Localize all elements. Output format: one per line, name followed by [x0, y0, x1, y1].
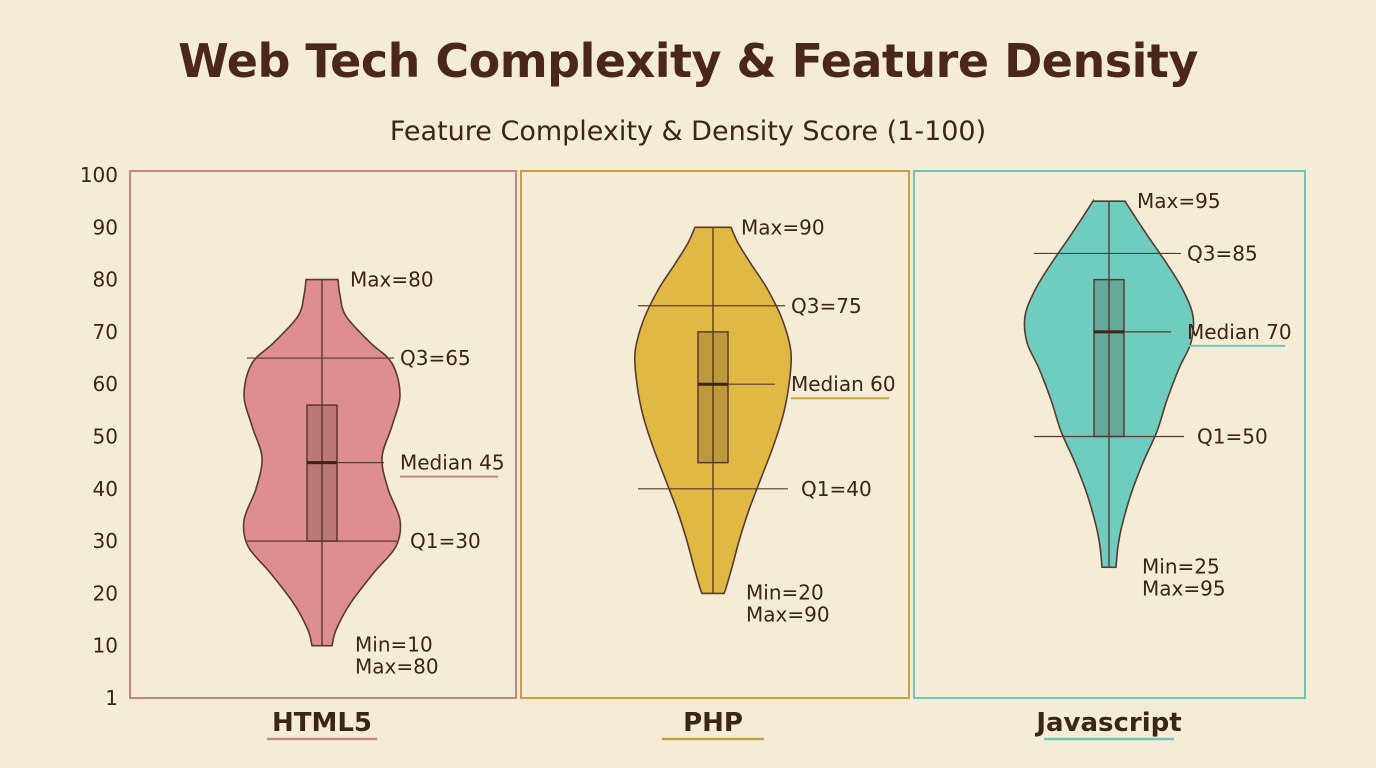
y-tick-label: 90 [93, 215, 118, 239]
q3-label: Q3=65 [400, 346, 471, 370]
y-tick-label: 1 [105, 686, 118, 710]
category-label: Javascript [1034, 708, 1181, 738]
category-label: HTML5 [272, 708, 372, 738]
y-tick-label: 40 [93, 477, 118, 501]
max-label: Max=95 [1137, 189, 1221, 213]
median-label: Median 60 [791, 372, 896, 396]
y-tick-label: 70 [93, 320, 118, 344]
y-tick-label: 60 [93, 372, 118, 396]
q3-label: Q3=75 [791, 294, 862, 318]
iqr-box [697, 331, 729, 464]
median-label: Median 45 [400, 451, 505, 475]
iqr-box [1093, 278, 1125, 438]
max-label: Max=80 [350, 268, 434, 292]
min-label: Min=25 [1142, 554, 1220, 578]
max-label: Max=90 [741, 215, 825, 239]
violin-panel-frame [520, 170, 910, 699]
q3-label: Q3=85 [1187, 241, 1258, 265]
y-tick-label: 30 [93, 529, 118, 553]
y-tick-label: 10 [93, 634, 118, 658]
min-max-label: Max=95 [1142, 576, 1226, 600]
violin-panel-frame [129, 170, 517, 699]
q1-label: Q1=50 [1197, 425, 1268, 449]
median-label: Median 70 [1187, 320, 1292, 344]
y-tick-label: 20 [93, 581, 118, 605]
y-tick-label: 50 [93, 425, 118, 449]
iqr-box [306, 404, 338, 542]
chart-title: Web Tech Complexity & Feature Density [178, 34, 1198, 88]
min-max-label: Max=80 [355, 655, 439, 679]
min-label: Min=20 [746, 580, 824, 604]
q1-label: Q1=40 [801, 477, 872, 501]
category-label: PHP [683, 708, 743, 738]
violin-panel-frame [913, 170, 1306, 699]
min-label: Min=10 [355, 633, 433, 657]
y-tick-label: 80 [93, 268, 118, 292]
q1-label: Q1=30 [410, 529, 481, 553]
chart-subtitle: Feature Complexity & Density Score (1-10… [389, 116, 987, 147]
min-max-label: Max=90 [746, 602, 830, 626]
y-tick-label: 100 [80, 163, 118, 187]
